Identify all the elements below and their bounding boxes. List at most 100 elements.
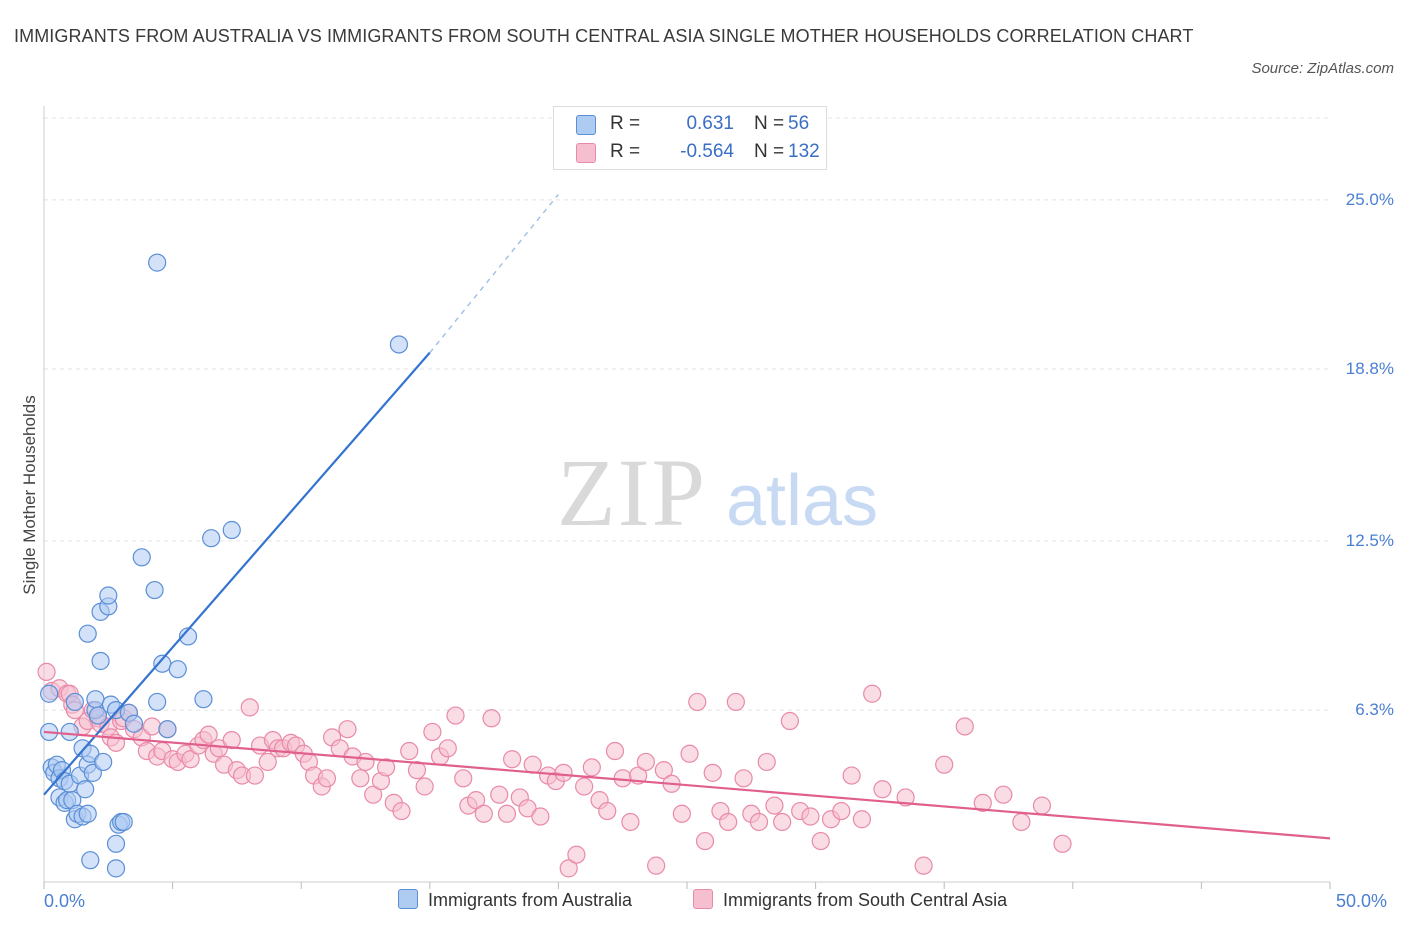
- south-central-asia-point: [376, 758, 396, 777]
- south-central-asia-point: [338, 720, 357, 739]
- legend-n-value: 56: [788, 113, 810, 134]
- south-central-asia-point: [680, 744, 699, 763]
- south-central-asia-point: [955, 717, 974, 736]
- south-central-asia-point: [423, 722, 442, 742]
- south-central-asia-point: [703, 763, 722, 782]
- trend-lines: [43, 193, 1331, 840]
- south-central-asia-point: [832, 801, 851, 821]
- australia-point: [94, 752, 113, 772]
- south-central-asia-point: [503, 750, 522, 769]
- bottom-legend-label: Immigrants from South Central Asia: [723, 890, 1008, 910]
- legend-r-value: -0.564: [680, 141, 734, 162]
- south-central-asia-point: [240, 698, 259, 717]
- south-central-asia-point: [765, 796, 784, 815]
- australia-point: [65, 692, 84, 712]
- pink-points: [37, 662, 1072, 878]
- blue-points: [40, 253, 409, 878]
- south-central-asia-point: [811, 831, 830, 851]
- south-central-asia-point: [392, 801, 411, 821]
- bottom-legend-swatch-blue: [398, 889, 418, 909]
- legend-swatch-blue: [576, 115, 596, 135]
- australia-point: [389, 335, 409, 354]
- south-central-asia-point: [582, 758, 601, 777]
- australia-point: [81, 744, 100, 763]
- south-central-asia-point: [688, 692, 707, 712]
- australia-point: [88, 706, 108, 725]
- australia-point: [132, 548, 151, 567]
- south-central-asia-point: [209, 739, 228, 758]
- south-central-asia-point: [351, 769, 370, 788]
- south-central-asia-point: [317, 769, 337, 788]
- legend-n-label: N =: [754, 113, 785, 134]
- source-label: Source: ZipAtlas.com: [1251, 60, 1394, 77]
- south-central-asia-point: [37, 662, 56, 682]
- legend-r-label: R =: [610, 141, 641, 162]
- australia-point: [148, 692, 167, 712]
- australia-trend-extension: [429, 193, 559, 354]
- south-central-asia-point: [842, 766, 861, 785]
- south-central-asia-point: [605, 741, 625, 761]
- south-central-asia-point: [726, 692, 745, 712]
- legend-n-label: N =: [754, 141, 785, 162]
- south-central-asia-point: [258, 752, 277, 772]
- south-central-asia-point: [356, 752, 375, 772]
- south-central-asia-point: [914, 856, 933, 875]
- australia-trend-line: [43, 351, 431, 796]
- south-central-asia-point: [647, 856, 666, 875]
- australia-point: [81, 851, 100, 870]
- australia-point: [60, 722, 79, 742]
- australia-point: [106, 834, 126, 853]
- axes: [43, 106, 1331, 889]
- south-central-asia-point: [994, 785, 1013, 804]
- south-central-asia-point: [1032, 796, 1052, 815]
- south-central-asia-point: [780, 711, 799, 731]
- y-tick-label: 12.5%: [1345, 530, 1394, 550]
- south-central-asia-point: [466, 791, 486, 810]
- south-central-asia-point: [554, 763, 573, 782]
- x-tick-max: 50.0%: [1336, 891, 1388, 911]
- south-central-asia-point: [801, 807, 820, 826]
- y-tick-label: 18.8%: [1345, 359, 1394, 379]
- australia-point: [202, 529, 221, 548]
- australia-point: [145, 580, 164, 600]
- south-central-asia-point: [757, 752, 776, 772]
- south-central-asia-point: [672, 804, 691, 823]
- south-central-asia-point: [531, 807, 550, 826]
- south-central-asia-point: [896, 788, 915, 807]
- south-central-asia-point: [719, 812, 738, 832]
- bottom-legend-label: Immigrants from Australia: [428, 890, 633, 910]
- south-central-asia-point: [863, 684, 882, 703]
- south-central-asia-point: [873, 780, 892, 799]
- bottom-legend-south-central-asia: Immigrants from South Central Asia: [693, 889, 1007, 911]
- y-tick-label: 25.0%: [1345, 189, 1394, 209]
- svg-text:atlas: atlas: [726, 461, 878, 541]
- australia-point: [148, 253, 167, 272]
- south-central-asia-point: [598, 801, 617, 821]
- bottom-legend-australia: Immigrants from Australia: [398, 889, 632, 911]
- south-central-asia-point: [567, 845, 586, 864]
- south-central-asia-point: [973, 793, 992, 812]
- south-central-asia-point: [474, 804, 493, 823]
- chart-title: IMMIGRANTS FROM AUSTRALIA VS IMMIGRANTS …: [14, 26, 1194, 46]
- south-central-asia-point: [695, 831, 715, 851]
- south-central-asia-point: [518, 799, 537, 818]
- south-central-asia-point: [497, 804, 517, 823]
- south-central-asia-point: [654, 761, 673, 780]
- south-central-asia-point: [852, 810, 871, 829]
- south-central-asia-point: [364, 785, 383, 804]
- south-central-asia-point: [575, 777, 594, 796]
- south-central-asia-point: [749, 812, 769, 832]
- svg-text:ZIP: ZIP: [557, 439, 707, 546]
- south-central-asia-point: [181, 750, 200, 769]
- australia-point: [194, 690, 213, 709]
- south-central-asia-point: [1053, 834, 1072, 853]
- south-central-asia-point: [438, 739, 457, 758]
- x-tick-min: 0.0%: [44, 891, 86, 911]
- australia-point: [124, 714, 144, 733]
- south-central-asia-point: [559, 859, 578, 878]
- australia-point: [168, 660, 187, 679]
- australia-point: [178, 627, 198, 646]
- legend-r-label: R =: [610, 113, 641, 134]
- australia-point: [76, 780, 95, 799]
